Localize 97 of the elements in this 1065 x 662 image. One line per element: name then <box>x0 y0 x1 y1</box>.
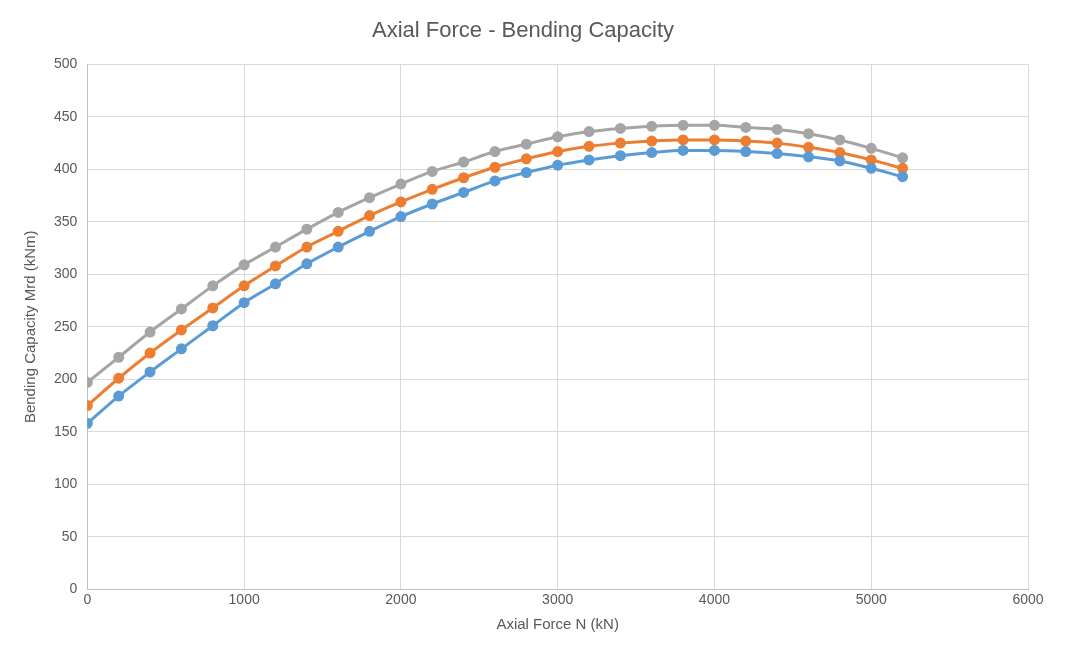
point <box>144 326 156 338</box>
x-tick-label: 2000 <box>385 591 417 608</box>
point <box>426 165 438 177</box>
point <box>771 137 783 149</box>
point <box>175 324 187 336</box>
point <box>740 135 752 147</box>
point <box>269 278 281 290</box>
point <box>269 241 281 253</box>
y-tick-label: 250 <box>54 317 78 334</box>
point <box>207 280 219 292</box>
point <box>614 137 626 149</box>
point <box>238 280 250 292</box>
point <box>269 260 281 272</box>
y-tick-label: 350 <box>54 212 78 229</box>
chart-title: Axial Force - Bending Capacity <box>371 17 675 43</box>
y-tick-label: 50 <box>61 527 78 544</box>
point <box>489 161 501 173</box>
point <box>395 211 407 223</box>
point <box>834 134 846 146</box>
point <box>395 178 407 190</box>
point <box>583 140 595 152</box>
y-axis-title: Bending Capacity Mrd (kNm) <box>21 230 39 424</box>
y-tick-label: 300 <box>54 265 78 282</box>
y-tick-label: 0 <box>69 580 78 597</box>
point <box>677 134 689 146</box>
x-tick-label: 0 <box>83 591 92 608</box>
point <box>771 123 783 135</box>
point <box>238 297 250 309</box>
point <box>207 320 219 332</box>
point <box>426 183 438 195</box>
point <box>207 302 219 314</box>
point <box>834 155 846 167</box>
point <box>301 258 313 270</box>
point <box>364 210 376 222</box>
point <box>708 134 720 146</box>
point <box>614 122 626 134</box>
point <box>364 225 376 237</box>
point <box>489 175 501 187</box>
point <box>395 196 407 208</box>
point <box>301 241 313 253</box>
point <box>458 172 470 184</box>
point <box>646 120 658 132</box>
point <box>677 144 689 156</box>
point <box>426 198 438 210</box>
point <box>740 121 752 133</box>
x-tick-label: 4000 <box>698 591 731 608</box>
point <box>520 153 532 165</box>
point <box>332 241 344 253</box>
point <box>301 223 313 235</box>
point <box>175 343 187 355</box>
point <box>332 206 344 218</box>
point <box>897 171 909 183</box>
point <box>740 146 752 158</box>
point <box>803 141 815 153</box>
point <box>520 138 532 150</box>
point <box>113 351 125 363</box>
point <box>552 146 564 158</box>
x-tick-label: 1000 <box>228 591 260 608</box>
point <box>583 126 595 138</box>
y-tick-label: 450 <box>54 107 78 124</box>
y-tick-label: 400 <box>54 160 78 177</box>
point <box>144 347 156 359</box>
point <box>552 159 564 171</box>
point <box>897 162 909 174</box>
y-tick-label: 150 <box>54 422 78 439</box>
point <box>865 142 877 154</box>
point <box>332 225 344 237</box>
x-tick-label: 5000 <box>855 591 888 608</box>
y-tick-label: 500 <box>54 55 78 72</box>
point <box>771 148 783 160</box>
point <box>708 119 720 131</box>
point <box>803 128 815 140</box>
point <box>364 192 376 204</box>
point <box>803 151 815 163</box>
x-tick-label: 3000 <box>542 591 574 608</box>
point <box>113 390 125 402</box>
x-axis-title: Axial Force N (kN) <box>496 615 619 633</box>
point <box>708 144 720 156</box>
y-tick-label: 200 <box>54 370 78 387</box>
point <box>458 156 470 168</box>
point <box>458 186 470 198</box>
point <box>489 146 501 158</box>
point <box>552 131 564 143</box>
point <box>865 162 877 174</box>
point <box>677 119 689 131</box>
point <box>113 372 125 384</box>
point <box>520 167 532 179</box>
point <box>614 150 626 162</box>
point <box>646 135 658 147</box>
y-tick-label: 100 <box>54 475 78 492</box>
x-tick-label: 6000 <box>1012 591 1044 608</box>
point <box>897 152 909 164</box>
point <box>646 147 658 159</box>
point <box>144 366 156 378</box>
point <box>238 259 250 271</box>
point <box>583 154 595 166</box>
point <box>175 303 187 315</box>
